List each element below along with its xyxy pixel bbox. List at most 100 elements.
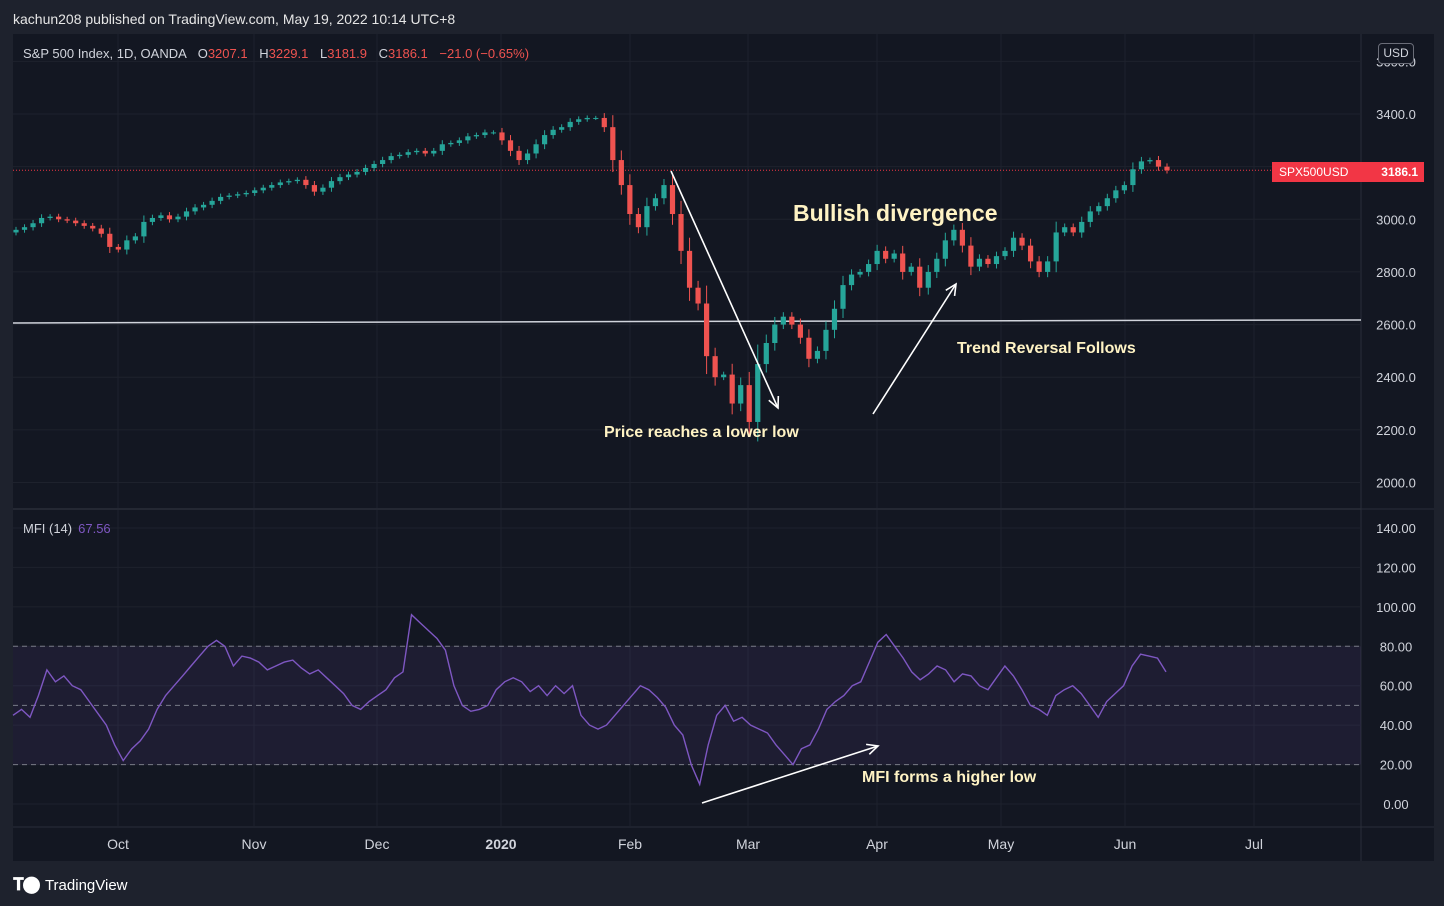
candle-body [1164,166,1170,171]
mfi-band-fill [13,646,1361,765]
candle-body [1138,161,1145,170]
candle-body [516,150,522,161]
symbol-legend: S&P 500 Index, 1D, OANDA O3207.1 H3229.1… [23,46,529,61]
change-value: −21.0 (−0.65%) [439,46,530,61]
candle-body [823,329,829,351]
candle-body [976,258,983,267]
candle-body [397,154,403,157]
candle-body [235,194,241,196]
candle-body [542,135,548,145]
candle-body [567,121,573,128]
candle-body [1079,221,1085,233]
candle-body [388,156,394,161]
mfi-tick-label: 20.00 [1380,758,1413,773]
annotation-higher-low: MFI forms a higher low [862,769,1037,786]
candle-body [345,174,352,178]
brand-name[interactable]: TradingView [44,876,128,894]
candle-body [456,140,462,143]
candle-body [524,153,531,161]
candle-body [686,250,693,288]
candle-body [644,206,650,228]
annotation-lower-low: Price reaches a lower low [604,424,799,441]
candle-body [669,185,676,215]
candle-body [328,181,335,188]
candle-body [286,181,292,183]
candle-body [874,250,880,265]
candle-body [414,150,420,153]
candle-body [21,227,28,230]
candle-body [183,211,190,217]
price-tag-value: 3186.1 [1381,165,1418,179]
candle-body [652,198,659,207]
price-tick-label: 2400.0 [1376,370,1416,385]
mfi-tick-label: 0.00 [1383,797,1408,812]
low-label: L [320,46,328,61]
candle-body [56,216,62,220]
arrow-lower-low [670,170,779,409]
time-tick-label: Mar [736,836,760,852]
candle-body [1070,227,1076,233]
candle-body [439,144,445,151]
candle-body [601,117,607,128]
candle-body [883,250,889,259]
candle-body [814,350,821,359]
price-tick-label: 2000.0 [1376,476,1416,491]
mfi-pane [13,510,1361,827]
arrow-trend-reversal [872,283,957,415]
symbol-name[interactable]: S&P 500 Index, 1D, OANDA [23,46,187,61]
candle-body [380,160,386,165]
candle-body [294,179,300,182]
candle-body [371,164,377,168]
candle-body [1147,160,1153,162]
candle-body [763,342,769,365]
candle-body [925,271,931,288]
candle-body [593,117,599,119]
mfi-legend[interactable]: MFI (14) 67.56 [23,521,111,536]
candle-body [917,266,923,288]
arrow-lower-low-head [768,395,780,410]
candle-body [985,258,991,265]
candle-body [30,223,36,228]
candle-body [993,256,1000,265]
candle-body [269,185,275,188]
candle-body [610,127,616,161]
currency-button[interactable]: USD [1378,43,1414,64]
candle-body [337,177,343,182]
candle-body [1096,206,1102,212]
candle-body [1019,237,1025,246]
candle-body [968,245,974,267]
candle-body [1104,198,1110,207]
open-value: 3207.1 [207,46,248,61]
candle-body [951,229,957,241]
mfi-tick-label: 100.00 [1376,600,1416,615]
candle-body [303,179,309,186]
low-value: 3181.9 [327,46,367,61]
candle-body [695,287,701,304]
candle-body [1113,190,1119,199]
mfi-tick-label: 60.00 [1380,679,1413,694]
candle-body [90,225,96,229]
candle-body [661,185,667,199]
candle-body [533,144,539,154]
candle-body [158,215,164,218]
candle-body [47,216,53,218]
candle-body [1002,250,1008,257]
candle-body [712,356,718,378]
candle-body [1045,261,1051,272]
candle-body [772,324,778,343]
candle-body [755,364,761,422]
candle-body [13,229,19,233]
price-tick-label: 2800.0 [1376,265,1416,280]
candle-body [721,374,727,378]
mfi-tick-label: 120.00 [1376,560,1416,575]
candle-body [831,308,838,330]
tradingview-logo-icon[interactable]: 𝐓⬤ [13,875,40,894]
candle-body [584,117,590,120]
candle-body [729,374,735,404]
candle-body [1130,169,1136,186]
candle-body [738,385,744,404]
candle-body [115,246,121,250]
candle-body [482,132,488,136]
high-value: 3229.1 [268,46,309,61]
candle-body [243,192,249,195]
